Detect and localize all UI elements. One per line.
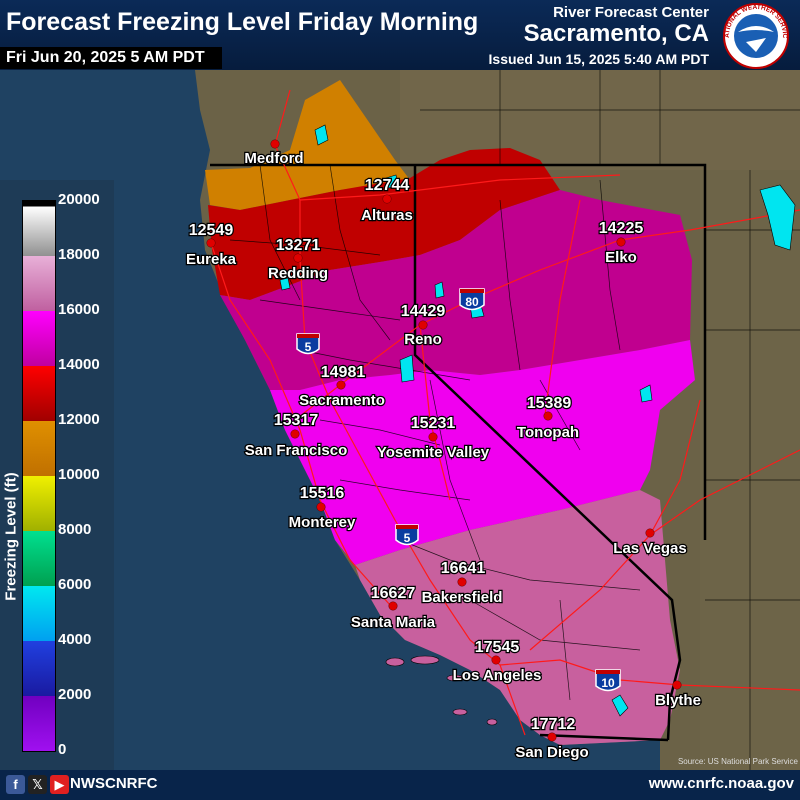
- station-redding: 13271 Redding: [267, 236, 330, 284]
- svg-text:Las Vegas: Las Vegas: [613, 540, 686, 557]
- office-name: River Forecast Center: [553, 4, 709, 21]
- interstate-shield-10: 10: [595, 669, 621, 692]
- legend-tick: 10000: [58, 466, 100, 483]
- station-san-diego: 17712 San Diego: [514, 715, 590, 763]
- svg-text:Monterey: Monterey: [289, 514, 356, 531]
- x-icon[interactable]: 𝕏: [28, 775, 47, 794]
- svg-text:Sacramento: Sacramento: [299, 392, 385, 409]
- svg-text:17712: 17712: [531, 716, 576, 733]
- station-reno: 14429 Reno: [400, 302, 447, 350]
- legend-panel: Freezing Level (ft) 20000 18000 16000 14…: [0, 180, 114, 770]
- svg-text:Elko: Elko: [605, 249, 637, 266]
- svg-text:16641: 16641: [441, 560, 486, 577]
- social-handle[interactable]: NWSCNRFC: [70, 775, 158, 792]
- legend-tick: 8000: [58, 521, 92, 538]
- svg-text:Bakersfield: Bakersfield: [422, 589, 503, 606]
- legend-label: Freezing Level (ft): [2, 472, 20, 601]
- station-las-vegas: Las Vegas: [612, 528, 688, 558]
- legend-tick: 4000: [58, 631, 92, 648]
- legend-tick: 20000: [58, 191, 100, 208]
- svg-text:Medford: Medford: [244, 150, 303, 167]
- youtube-icon[interactable]: ▶: [50, 775, 69, 794]
- station-bakersfield: 16641 Bakersfield: [420, 559, 503, 608]
- svg-text:San Diego: San Diego: [515, 744, 588, 761]
- interstate-shield-80: 80: [459, 288, 485, 311]
- station-eureka: 12549 Eureka: [185, 221, 238, 270]
- nws-logo-icon: NATIONAL WEATHER SERVICE: [716, 2, 789, 69]
- svg-text:14429: 14429: [401, 303, 446, 320]
- website-link[interactable]: www.cnrfc.noaa.gov: [648, 775, 794, 792]
- svg-text:15516: 15516: [300, 485, 345, 502]
- page-title: Forecast Freezing Level Friday Morning: [6, 8, 479, 36]
- svg-text:Redding: Redding: [268, 265, 328, 282]
- legend-tick: 16000: [58, 301, 100, 318]
- legend-tick: 0: [58, 741, 67, 758]
- station-sacramento: 14981 Sacramento: [298, 363, 386, 411]
- facebook-icon[interactable]: f: [6, 775, 25, 794]
- svg-text:Blythe: Blythe: [655, 692, 701, 709]
- interstate-shield-5-south: 5: [395, 524, 419, 546]
- header-bar: Forecast Freezing Level Friday Morning F…: [0, 0, 800, 70]
- legend-tick: 12000: [58, 411, 100, 428]
- legend-tick: 18000: [58, 246, 100, 263]
- station-alturas: 12744 Alturas: [360, 176, 414, 226]
- station-blythe: Blythe: [654, 680, 702, 710]
- station-los-angeles: 17545 Los Angeles: [451, 638, 542, 686]
- station-medford: Medford: [243, 139, 305, 168]
- footer-bar: f 𝕏 ▶ NWSCNRFC www.cnrfc.noaa.gov: [0, 770, 800, 800]
- svg-text:15231: 15231: [411, 415, 456, 432]
- svg-text:Tonopah: Tonopah: [517, 424, 579, 441]
- svg-text:16627: 16627: [371, 585, 416, 602]
- svg-text:12549: 12549: [189, 222, 234, 239]
- station-yosemite-valley: 15231 Yosemite Valley: [376, 414, 491, 463]
- legend-tick: 2000: [58, 686, 92, 703]
- map-credit: Source: US National Park Service: [677, 757, 798, 766]
- station-elko: 14225 Elko: [598, 219, 645, 268]
- svg-text:14225: 14225: [599, 220, 644, 237]
- issued-time: Issued Jun 15, 2025 5:40 AM PDT: [488, 51, 709, 67]
- svg-text:San Francisco: San Francisco: [245, 442, 348, 459]
- station-santa-maria: 16627 Santa Maria: [350, 584, 437, 633]
- svg-text:Los Angeles: Los Angeles: [453, 667, 542, 684]
- svg-text:10: 10: [601, 676, 615, 690]
- legend-tick: 14000: [58, 356, 100, 373]
- svg-text:14981: 14981: [321, 364, 366, 381]
- svg-text:12744: 12744: [365, 177, 410, 194]
- interstate-shield-5-north: 5: [296, 333, 320, 355]
- svg-text:5: 5: [404, 531, 411, 545]
- valid-time: Fri Jun 20, 2025 5 AM PDT: [0, 47, 222, 69]
- freezing-level-map: 80 5 5 10 Medford 12744 Alturas 12549 Eu…: [0, 70, 800, 770]
- svg-text:Reno: Reno: [404, 331, 442, 348]
- station-monterey: 15516 Monterey: [287, 484, 357, 533]
- office-location: Sacramento, CA: [523, 20, 709, 47]
- social-icons: f 𝕏 ▶: [6, 775, 69, 794]
- svg-text:Santa Maria: Santa Maria: [351, 614, 436, 631]
- legend-color-bar: [22, 200, 56, 752]
- svg-text:5: 5: [305, 340, 312, 354]
- svg-text:80: 80: [465, 295, 479, 309]
- station-tonopah: 15389 Tonopah: [516, 394, 581, 443]
- legend-tick: 6000: [58, 576, 92, 593]
- svg-text:Alturas: Alturas: [361, 207, 413, 224]
- svg-text:Eureka: Eureka: [186, 251, 237, 268]
- station-san-francisco: 15317 San Francisco: [243, 411, 348, 461]
- svg-text:15317: 15317: [274, 412, 319, 429]
- svg-text:Yosemite Valley: Yosemite Valley: [377, 444, 490, 461]
- svg-text:13271: 13271: [276, 237, 321, 254]
- svg-text:15389: 15389: [527, 395, 572, 412]
- svg-text:17545: 17545: [475, 639, 520, 656]
